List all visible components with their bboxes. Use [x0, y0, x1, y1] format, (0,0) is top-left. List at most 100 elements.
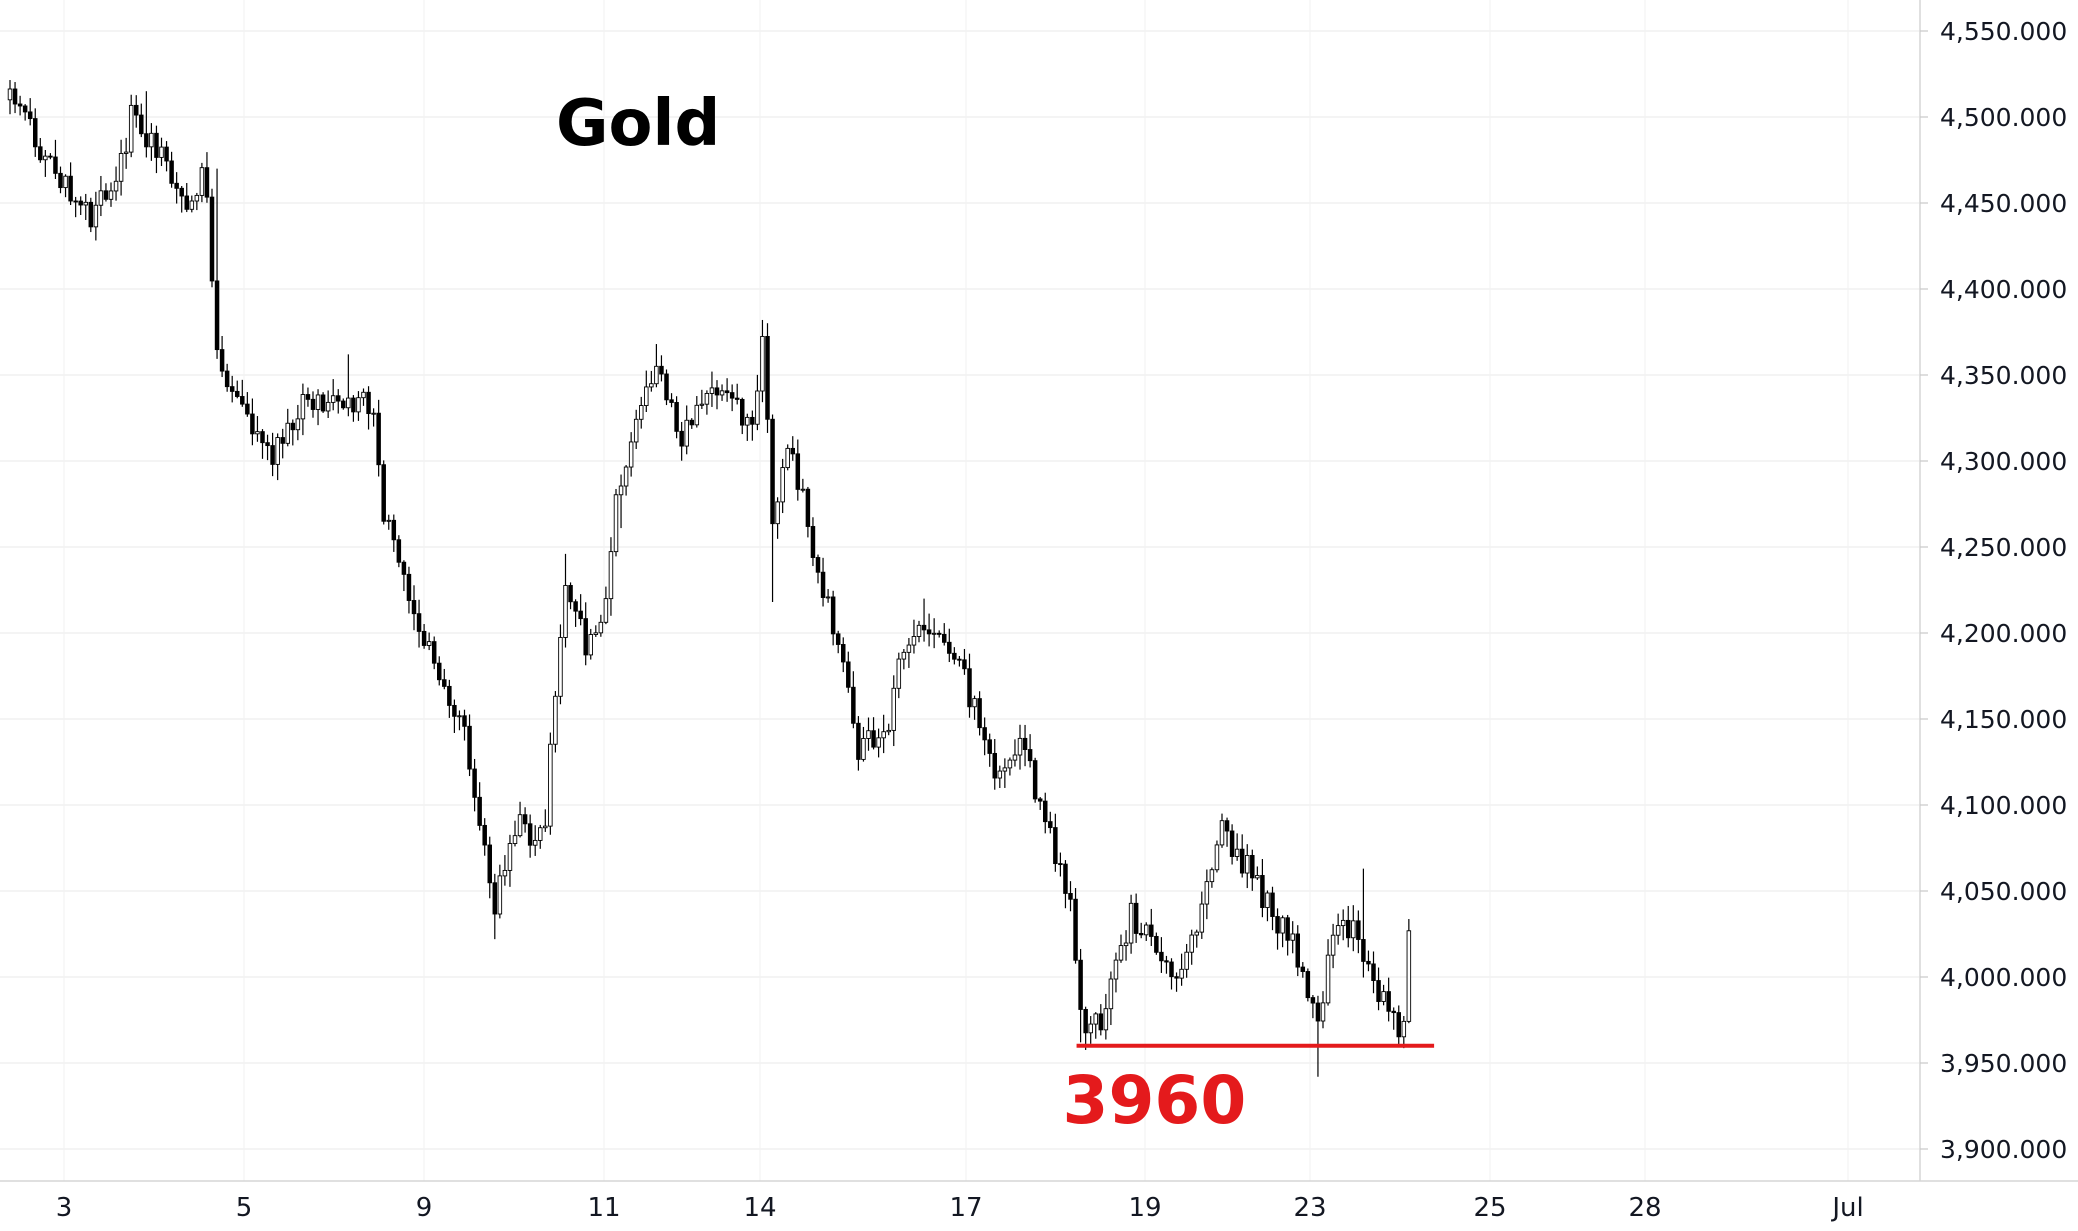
candle-body	[1037, 798, 1043, 802]
price-tick-label: 4,150.000	[1940, 705, 2067, 734]
candle-body	[48, 155, 53, 158]
candle-body	[204, 167, 210, 198]
candle-body	[861, 738, 866, 760]
candle-body	[366, 391, 371, 415]
price-tick-label: 4,100.000	[1940, 791, 2067, 820]
candle-body	[1149, 924, 1154, 937]
candle-body	[416, 613, 422, 632]
candle-body	[598, 621, 604, 634]
candle-body	[1103, 1008, 1109, 1031]
candle-body	[391, 519, 397, 541]
candle-body	[255, 431, 260, 435]
candle-body	[477, 796, 482, 826]
candle-body	[502, 869, 508, 877]
candle-body	[179, 187, 184, 197]
candle-body	[346, 397, 351, 409]
candle-body	[406, 573, 412, 601]
candle-body	[1164, 960, 1169, 963]
candle-body	[1189, 934, 1194, 953]
candle-body	[871, 730, 876, 748]
candle-body	[315, 394, 321, 410]
candle-body	[830, 596, 836, 635]
candle-body	[755, 390, 760, 425]
candle-body	[1199, 903, 1205, 933]
price-axis[interactable]: 4,550.000 4,500.000 4,450.000 4,400.000 4,35…	[1920, 17, 2067, 1164]
candle-body	[93, 204, 99, 228]
date-tick-label: 14	[743, 1193, 776, 1223]
candle-body	[765, 336, 770, 420]
candle-body	[17, 103, 23, 107]
candle-body	[982, 727, 987, 741]
candle-body	[1401, 1020, 1407, 1038]
candle-body	[699, 403, 705, 406]
candle-body	[618, 485, 624, 496]
candle-body	[1325, 954, 1331, 1004]
candle-body	[1260, 875, 1265, 908]
candle-body	[1088, 1023, 1093, 1034]
candle-body	[709, 387, 715, 394]
candle-body	[144, 133, 149, 148]
date-tick-label: 19	[1128, 1193, 1161, 1223]
candle-body	[780, 467, 785, 503]
candle-body	[654, 365, 659, 385]
candle-body	[527, 823, 533, 846]
candle-body	[1007, 759, 1013, 769]
candle-body	[492, 882, 498, 915]
candle-body	[608, 551, 614, 600]
candle-body	[1214, 844, 1220, 871]
candle-body	[1300, 966, 1306, 972]
candle-body	[931, 632, 937, 635]
candle-body	[790, 447, 796, 455]
candle-body	[98, 190, 104, 206]
candle-body	[679, 430, 684, 447]
candle-body	[745, 416, 750, 426]
candle-body	[1027, 749, 1033, 762]
candle-body	[320, 394, 326, 412]
time-axis[interactable]: 3 5 9 11 14 17 19 23 25 28 Jul	[56, 1193, 1864, 1223]
candle-body	[1371, 963, 1376, 982]
candle-body	[1118, 945, 1124, 961]
candle-body	[1083, 1009, 1088, 1034]
candle-body	[1179, 968, 1184, 979]
candle-body	[275, 437, 280, 465]
candle-body	[795, 453, 801, 490]
candle-body	[73, 200, 78, 203]
candle-body	[775, 501, 780, 525]
candle-body	[952, 652, 957, 660]
candle-body	[356, 397, 361, 413]
candle-body	[583, 618, 588, 656]
candle-body	[740, 398, 745, 426]
candle-body	[563, 585, 568, 638]
candle-body	[487, 844, 493, 884]
candle-body	[1320, 1002, 1326, 1022]
date-tick-label: 11	[587, 1193, 620, 1223]
date-tick-label: 23	[1293, 1193, 1326, 1223]
candle-body	[1068, 892, 1073, 900]
candle-body	[103, 190, 109, 200]
candle-body	[452, 704, 457, 717]
candle-body	[133, 104, 139, 116]
candle-body	[1330, 934, 1336, 956]
candle-body	[846, 661, 851, 688]
candle-body	[1285, 917, 1290, 941]
candle-body	[22, 105, 28, 113]
candle-body	[1244, 854, 1250, 874]
candle-body	[1017, 737, 1023, 756]
candle-body	[1174, 976, 1179, 979]
candle-body	[38, 146, 43, 161]
date-tick-label: 28	[1628, 1193, 1661, 1223]
candle-body	[7, 88, 13, 101]
date-tick-label: 17	[949, 1193, 982, 1223]
candle-body	[684, 419, 689, 447]
grid	[0, 0, 1920, 1181]
candle-body	[1143, 924, 1149, 936]
candle-body	[649, 383, 654, 388]
candle-body	[295, 418, 301, 431]
candle-body	[229, 386, 235, 392]
candle-body	[724, 390, 730, 394]
candle-body	[497, 875, 503, 915]
candle-body	[1138, 932, 1144, 936]
candle-body	[1295, 933, 1300, 968]
candle-body	[401, 561, 407, 575]
